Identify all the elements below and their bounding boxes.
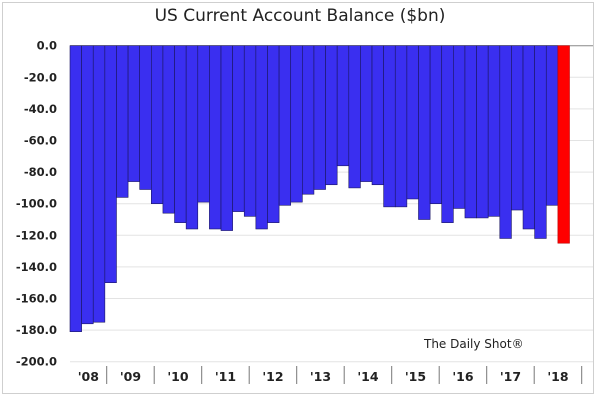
- source-credit: The Daily Shot®: [424, 337, 524, 351]
- y-tick-label: -160.0: [16, 292, 57, 306]
- bar: [545, 45, 559, 206]
- bar: [220, 45, 233, 231]
- y-tick-label: -140.0: [16, 260, 57, 274]
- chart-frame: [2, 2, 594, 394]
- bar: [278, 45, 292, 206]
- bar: [325, 45, 338, 186]
- bar: [151, 45, 164, 205]
- x-tick-label: '10: [167, 369, 189, 384]
- x-tick-label: '13: [310, 369, 331, 384]
- x-tick-label: '11: [215, 369, 236, 384]
- x-tick-label: '09: [120, 369, 141, 384]
- bar: [197, 45, 210, 203]
- bar: [69, 45, 82, 332]
- bar: [418, 45, 431, 220]
- bar: [139, 45, 152, 190]
- x-tick-label: '14: [357, 369, 379, 384]
- y-tick-label: -20.0: [24, 70, 57, 84]
- y-tick-label: 0.0: [37, 39, 57, 53]
- bar: [232, 45, 245, 212]
- y-tick-label: -40.0: [24, 102, 57, 116]
- bar: [394, 45, 408, 208]
- bar: [453, 45, 466, 209]
- bar: [522, 45, 535, 230]
- x-tick-label: '18: [547, 369, 568, 384]
- bar: [511, 45, 524, 211]
- bar: [348, 45, 361, 189]
- bar: [302, 45, 315, 195]
- bar: [371, 45, 384, 186]
- bar: [116, 45, 129, 198]
- bar-highlight: [557, 45, 570, 244]
- bar: [185, 45, 199, 230]
- y-tick-label: -200.0: [16, 355, 57, 369]
- bar: [209, 45, 222, 230]
- bar: [81, 45, 94, 325]
- y-tick-label: -180.0: [16, 323, 57, 337]
- bar: [174, 45, 187, 223]
- x-tick-label: '16: [452, 369, 474, 384]
- y-tick-label: -100.0: [16, 197, 57, 211]
- bar: [406, 45, 419, 200]
- bar: [336, 45, 350, 167]
- x-tick-label: '15: [405, 369, 426, 384]
- x-tick-label: '17: [500, 369, 521, 384]
- bar: [464, 45, 477, 219]
- bar: [534, 45, 547, 239]
- bar: [313, 45, 326, 190]
- y-tick-label: -80.0: [24, 165, 57, 179]
- bar: [162, 45, 175, 214]
- bar: [255, 45, 268, 230]
- bar: [104, 45, 117, 284]
- y-tick-label: -60.0: [24, 134, 57, 148]
- bar: [267, 45, 280, 223]
- bar: [487, 45, 501, 217]
- bar: [290, 45, 303, 203]
- bar: [429, 45, 443, 205]
- bar: [127, 45, 140, 182]
- bar: [476, 45, 489, 219]
- x-tick-label: '08: [78, 369, 99, 384]
- bar: [499, 45, 512, 239]
- bar: [360, 45, 373, 182]
- bar: [243, 45, 257, 217]
- chart-title: US Current Account Balance ($bn): [154, 6, 446, 26]
- bar: [383, 45, 396, 208]
- bar: [92, 45, 106, 323]
- bar: [441, 45, 454, 223]
- x-tick-label: '12: [262, 369, 283, 384]
- y-tick-label: -120.0: [16, 228, 57, 242]
